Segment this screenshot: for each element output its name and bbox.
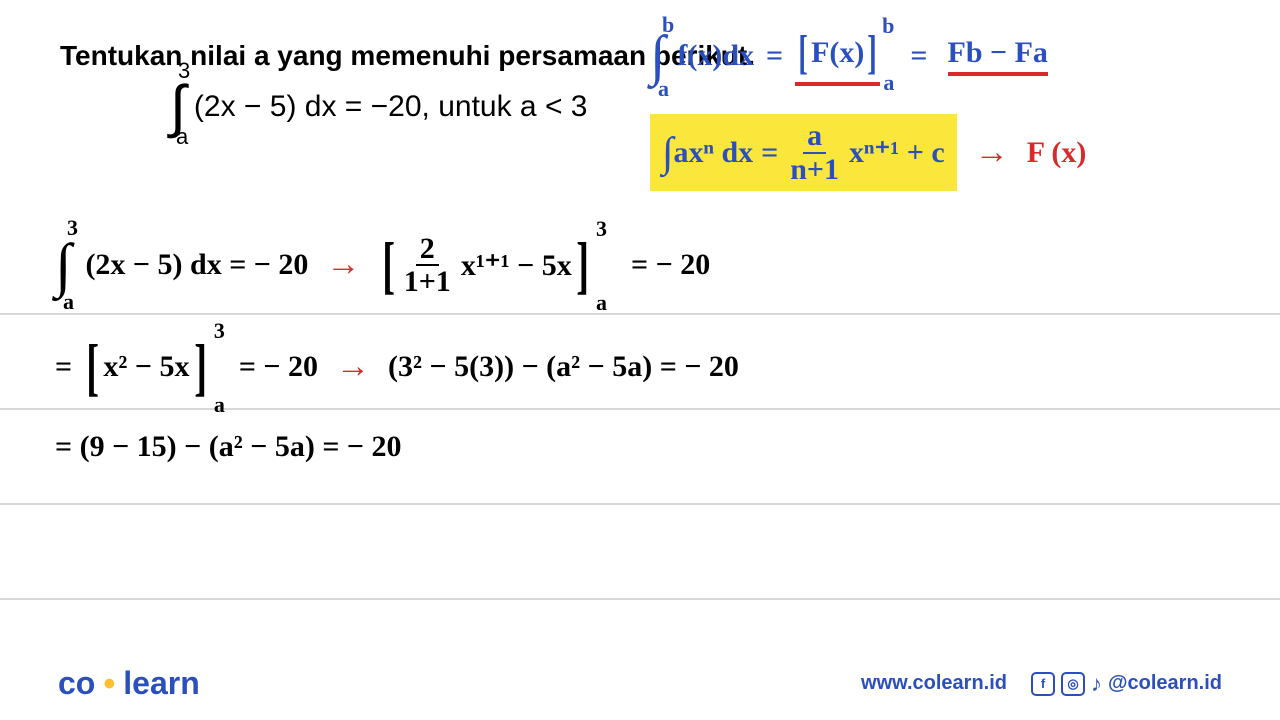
- wl1-int: ∫ 3 a: [55, 235, 71, 295]
- ftc-bracket-upper: b: [882, 13, 894, 39]
- wl1-frac-num: 2: [416, 233, 439, 267]
- pr-int: ∫: [662, 129, 674, 177]
- footer-right: www.colearn.id f ◎ ♪ @colearn.id: [861, 671, 1222, 697]
- pr-frac: a n+1: [786, 120, 843, 185]
- wl1-body: (2x − 5) dx = − 20: [85, 248, 308, 282]
- integral-upper: 3: [178, 60, 190, 82]
- pr-eq: =: [753, 136, 786, 170]
- work-area: ∫ 3 a (2x − 5) dx = − 20 → [ 2 1+1 x¹⁺¹ …: [0, 220, 1280, 640]
- footer-handle: @colearn.id: [1108, 672, 1222, 695]
- page: Tentukan nilai a yang memenuhi persamaan…: [0, 0, 1280, 720]
- integral-symbol: ∫ 3 a: [170, 78, 186, 136]
- power-rule-highlight: ∫ axⁿ dx = a n+1 xⁿ⁺¹ + c: [650, 114, 957, 191]
- ftc-upper: b: [662, 14, 674, 36]
- social-icons: f ◎ ♪ @colearn.id: [1031, 671, 1222, 697]
- eq-sign-2: =: [910, 39, 927, 73]
- wl1-bracket: [ 2 1+1 x¹⁺¹ − 5x ] 3 a: [378, 228, 593, 302]
- facebook-icon: f: [1031, 672, 1055, 696]
- pr-result: F (x): [1027, 136, 1087, 170]
- ftc-lhs: f(x)dx: [677, 39, 754, 73]
- pr-frac-num: a: [803, 120, 826, 154]
- wl1-br-lower: a: [596, 290, 607, 316]
- tiktok-icon: ♪: [1091, 671, 1102, 697]
- wl2-br-upper: 3: [214, 318, 225, 344]
- arrow-icon: →: [318, 246, 368, 284]
- formulas-region: ∫ b a f(x)dx = [ F(x) ] b a = Fb − Fa ∫ …: [650, 25, 1190, 191]
- wl2-eq: =: [55, 350, 72, 384]
- ftc-bracket-lower: a: [883, 70, 894, 96]
- wl1-rest: x¹⁺¹ − 5x: [461, 248, 572, 283]
- wl2-expand: (3² − 5(3)) − (a² − 5a) = − 20: [388, 350, 739, 384]
- brand-logo: co • learn: [58, 665, 200, 702]
- wl2-mid: = − 20: [239, 350, 318, 384]
- wl2-bracket: [ x² − 5x ] 3 a: [82, 330, 211, 404]
- ftc-lower: a: [658, 78, 669, 100]
- ftc-rhs: Fb − Fa: [948, 36, 1048, 76]
- integral-lower: a: [176, 126, 188, 148]
- work-line-3: = (9 − 15) − (a² − 5a) = − 20: [55, 430, 402, 464]
- formula-power-rule: ∫ axⁿ dx = a n+1 xⁿ⁺¹ + c → F (x): [650, 114, 1190, 191]
- pr-frac-den: n+1: [786, 154, 843, 186]
- ftc-bracket-inner: F(x): [811, 36, 864, 70]
- work-line-2: = [ x² − 5x ] 3 a = − 20 → (3² − 5(3)) −…: [55, 330, 739, 404]
- wl1-br-upper: 3: [596, 216, 607, 242]
- pr-xpow: xⁿ⁺¹ + c: [849, 135, 945, 170]
- wl1-rhs: = − 20: [631, 248, 710, 282]
- footer: co • learn www.colearn.id f ◎ ♪ @colearn…: [0, 665, 1280, 702]
- logo-learn: learn: [123, 665, 199, 702]
- arrow-icon: →: [328, 348, 378, 386]
- logo-co: co: [58, 665, 95, 702]
- wl2-br-lower: a: [214, 392, 225, 418]
- formula-ftc: ∫ b a f(x)dx = [ F(x) ] b a = Fb − Fa: [650, 25, 1190, 86]
- wl1-frac: 2 1+1: [400, 233, 455, 298]
- wl3-text: = (9 − 15) − (a² − 5a) = − 20: [55, 430, 402, 464]
- arrow-icon: →: [967, 133, 1017, 172]
- integral-body: (2x − 5) dx = −20, untuk a < 3: [194, 90, 588, 124]
- ftc-bracket: [ F(x) ] b a: [795, 25, 880, 86]
- wl1-frac-den: 1+1: [400, 266, 455, 298]
- footer-url: www.colearn.id: [861, 672, 1007, 695]
- work-line-1: ∫ 3 a (2x − 5) dx = − 20 → [ 2 1+1 x¹⁺¹ …: [55, 228, 710, 302]
- pr-body: axⁿ dx: [674, 136, 754, 170]
- integral-hand: ∫ b a: [650, 28, 665, 84]
- wl1-lower: a: [63, 291, 74, 313]
- wl1-upper: 3: [67, 217, 78, 239]
- eq-sign-1: =: [766, 39, 783, 73]
- wl2-body: x² − 5x: [103, 350, 189, 384]
- instagram-icon: ◎: [1061, 672, 1085, 696]
